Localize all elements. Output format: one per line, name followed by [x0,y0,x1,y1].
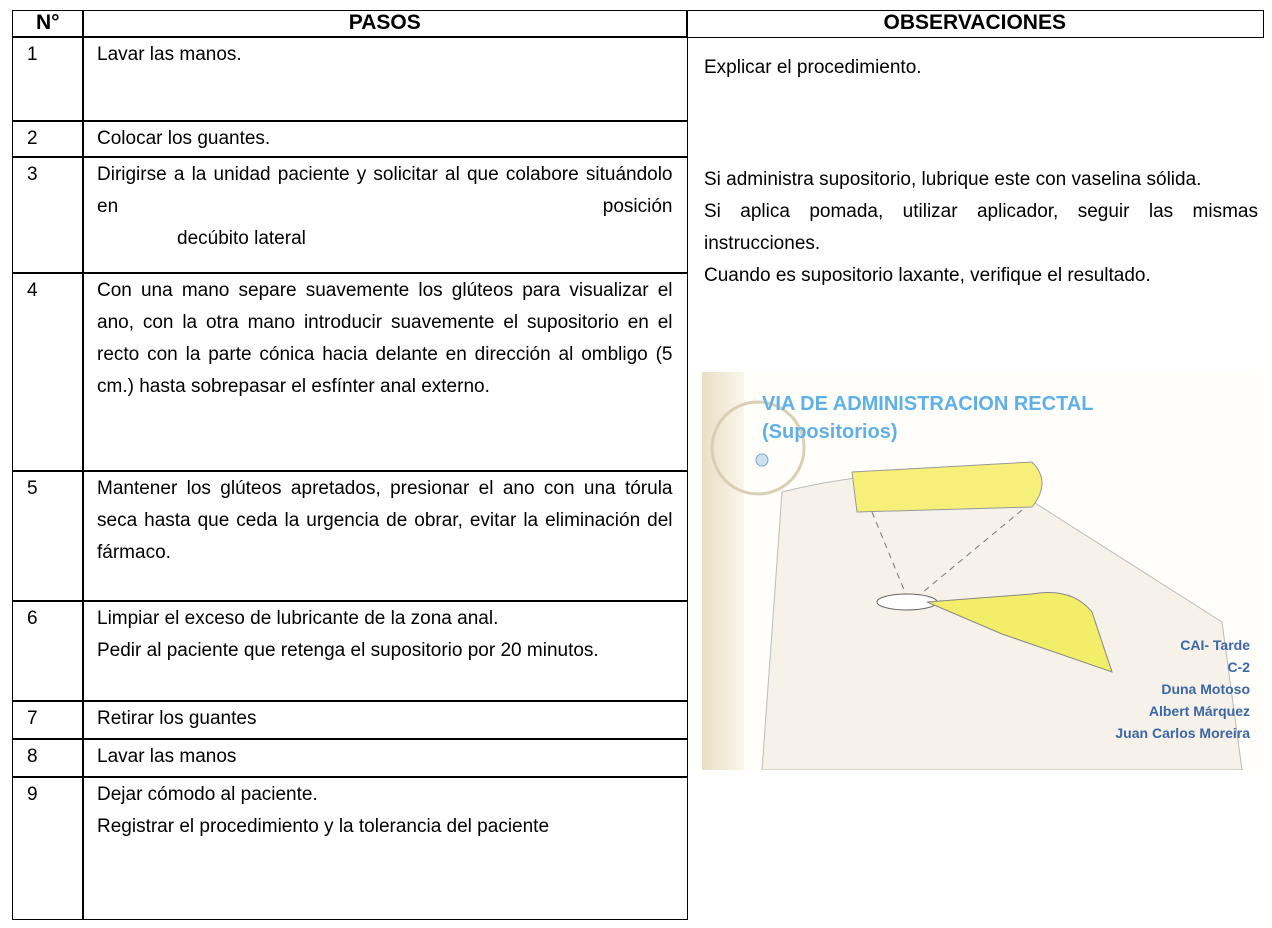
step-text: Mantener los glúteos apretados, presiona… [97,478,673,563]
credit: C-2 [1227,659,1250,675]
step-cell: Lavar las manos. [82,36,688,122]
step-cell: Lavar las manos [82,738,688,778]
step-number: 5 [12,470,84,602]
side-strip [702,372,744,770]
step-number: 4 [12,272,84,472]
step-text: Pedir al paciente que retenga el suposit… [97,640,599,661]
step-cell: Dejar cómodo al paciente. Registrar el pr… [82,776,688,920]
step-text: Limpiar el exceso de lubricante de la zo… [97,608,499,629]
illustration: VIA DE ADMINISTRACION RECTAL (Supositori… [702,372,1262,770]
credit: CAI- Tarde [1180,637,1250,653]
guide [871,509,1023,598]
header-cell: N° [12,10,84,38]
image-title: VIA DE ADMINISTRACION RECTAL [762,393,1093,415]
observation: Explicar el procedimiento. [704,52,1258,84]
step-text: Lavar las manos. [97,44,242,65]
step-cell: Dirigirse a la unidad paciente y solicit… [82,156,688,274]
decor [710,400,806,496]
step-text: Lavar las manos [97,746,237,767]
decor [755,453,769,467]
step-number: 7 [12,700,84,740]
observation-text: Explicar el procedimiento. [704,57,922,78]
step-cell: Mantener los glúteos apretados, presiona… [82,470,688,602]
step-number: 6 [12,600,84,702]
observation-text: Si administra supositorio, lubrique este… [704,169,1202,190]
step-cell: Colocar los guantes. [82,120,688,158]
step-text: Dirigirse a la unidad paciente y solicit… [97,164,673,217]
step-number: 9 [12,776,84,920]
hand [926,591,1113,673]
suppository [851,461,1043,513]
image-subtitle: (Supositorios) [762,421,898,443]
step-number: 3 [12,156,84,274]
step-number: 8 [12,738,84,778]
step-number: 1 [12,36,84,122]
step-text: Con una mano separe suavemente los glúte… [97,280,673,397]
step-number: 2 [12,120,84,158]
observation-text: Si aplica pomada, utilizar aplicador, se… [704,201,1258,254]
credit: Duna Motoso [1161,681,1250,697]
step-text: Dejar cómodo al paciente. [97,784,318,805]
step-text: Colocar los guantes. [97,128,271,149]
credit: Albert Márquez [1149,703,1250,719]
step-cell: Retirar los guantes [82,700,688,740]
step-cell: Con una mano separe suavemente los glúte… [82,272,688,472]
step-cell: Limpiar el exceso de lubricante de la zo… [82,600,688,702]
step-text: Registrar el procedimiento y la toleranc… [97,816,550,837]
header-cell: PASOS [82,10,688,38]
step-text: decúbito lateral [177,228,306,249]
observation-text: Cuando es supositorio laxante, verifique… [704,265,1151,286]
observations: Si administra supositorio, lubrique este… [704,164,1258,292]
step-text: Retirar los guantes [97,708,257,729]
header-cell: OBSERVACIONES [686,10,1264,38]
credit: Juan Carlos Moreira [1115,725,1250,741]
